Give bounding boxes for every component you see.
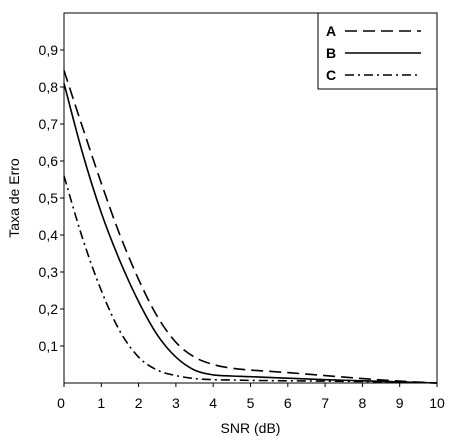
y-tick-label: 0,4	[39, 227, 59, 243]
legend-label-c: C	[326, 67, 336, 83]
x-axis-title: SNR (dB)	[221, 420, 281, 436]
y-tick-label: 0,3	[39, 264, 59, 280]
x-tick-label: 5	[247, 395, 255, 411]
x-tick-label: 8	[359, 395, 367, 411]
legend-label-b: B	[326, 45, 336, 61]
x-tick-label: 9	[396, 395, 404, 411]
x-tick-label: 6	[284, 395, 292, 411]
x-tick-label: 7	[321, 395, 329, 411]
legend-label-a: A	[326, 23, 336, 39]
y-tick-label: 0,5	[39, 190, 59, 206]
y-tick-label: 0,8	[39, 79, 59, 95]
series-line-b	[63, 83, 438, 384]
y-tick-label: 0,1	[39, 338, 59, 354]
tick-labels: 0 1 2 3 4 5 6 7 8 9 10 0,1 0,2 0,3 0,4 0,5 0,6 0,7 0,8 0,9	[39, 42, 445, 411]
y-tick-label: 0,2	[39, 301, 59, 317]
x-tick-label: 10	[429, 395, 445, 411]
series-lines	[63, 70, 438, 384]
legend-box	[317, 12, 438, 90]
x-tick-label: 1	[97, 395, 105, 411]
series-line-c	[63, 175, 438, 384]
x-tick-label: 2	[135, 395, 143, 411]
y-tick-label: 0,7	[39, 116, 59, 132]
y-tick-label: 0,9	[39, 42, 59, 58]
x-tick-label: 4	[209, 395, 217, 411]
x-tick-label: 3	[172, 395, 180, 411]
y-axis-title: Taxa de Erro	[6, 158, 22, 238]
y-tick-label: 0,6	[39, 153, 59, 169]
series-line-a	[63, 70, 438, 384]
axes	[60, 12, 438, 387]
legend: ABC	[317, 12, 438, 90]
x-tick-label: 0	[57, 395, 65, 411]
